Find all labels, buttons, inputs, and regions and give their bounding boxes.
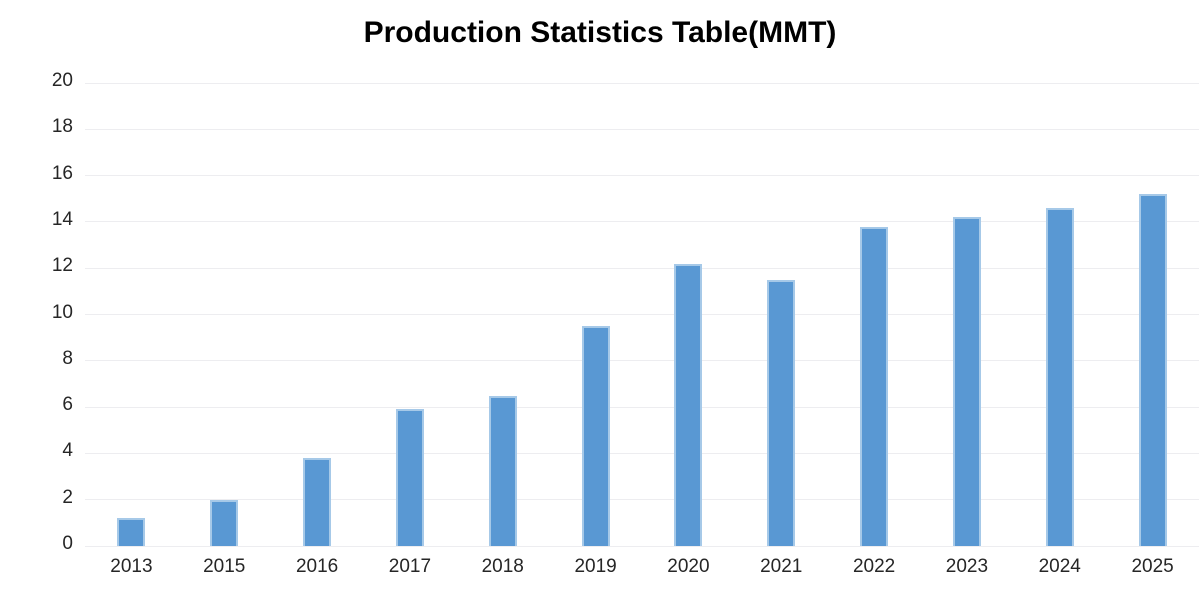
bar-2018[interactable] [488,395,517,546]
x-axis-tick-label: 2020 [667,556,710,577]
chart-title: Production Statistics Table(MMT) [363,16,837,49]
gridline [85,499,1199,501]
bar-2023[interactable] [952,217,981,546]
x-axis-tick-label: 2022 [852,556,896,577]
bar-2024[interactable] [1045,208,1074,546]
x-axis-tick-label: 2013 [110,556,153,577]
bar-2019[interactable] [581,326,610,546]
x-axis-tick-label: 2025 [1131,556,1174,577]
y-axis-tick-label: 12 [51,255,73,277]
gridline [85,128,1199,130]
gridline [85,452,1199,454]
x-axis-tick-label: 2021 [760,556,803,577]
x-axis-tick-label: 2015 [203,556,246,577]
gridline [85,406,1199,408]
x-axis-tick-label: 2018 [481,556,524,577]
y-axis-tick-label: 0 [62,533,73,554]
gridline [85,175,1199,177]
gridline [85,221,1199,223]
x-axis-tick-label: 2019 [574,556,617,577]
x-axis-tick-label: 2017 [388,556,432,577]
bar-2013[interactable] [117,518,146,546]
gridline [85,267,1199,269]
y-axis-tick-label: 14 [51,208,73,230]
bar-2022[interactable] [860,226,889,546]
y-axis-tick-label: 18 [51,116,73,138]
bar-2016[interactable] [303,458,332,546]
y-axis-tick-label: 10 [51,301,73,323]
gridline [85,82,1199,84]
gridline [85,314,1199,315]
gridline [85,545,1199,547]
y-axis-tick-label: 8 [62,347,73,369]
y-axis-tick-label: 2 [62,486,73,508]
bar-2017[interactable] [395,409,424,546]
y-axis-tick-label: 16 [51,162,73,184]
bar-2025[interactable] [1138,194,1167,546]
bar-2015[interactable] [210,499,239,546]
gridline [85,360,1199,362]
bar-2020[interactable] [674,263,703,546]
y-axis-tick-label: 6 [62,394,73,416]
x-axis-tick-label: 2023 [945,556,989,577]
bar-2021[interactable] [767,279,796,546]
x-axis-tick-label: 2024 [1038,556,1081,577]
y-axis-tick-label: 4 [62,440,73,462]
x-axis-tick-label: 2016 [295,556,339,577]
y-axis-tick-label: 20 [51,70,73,91]
